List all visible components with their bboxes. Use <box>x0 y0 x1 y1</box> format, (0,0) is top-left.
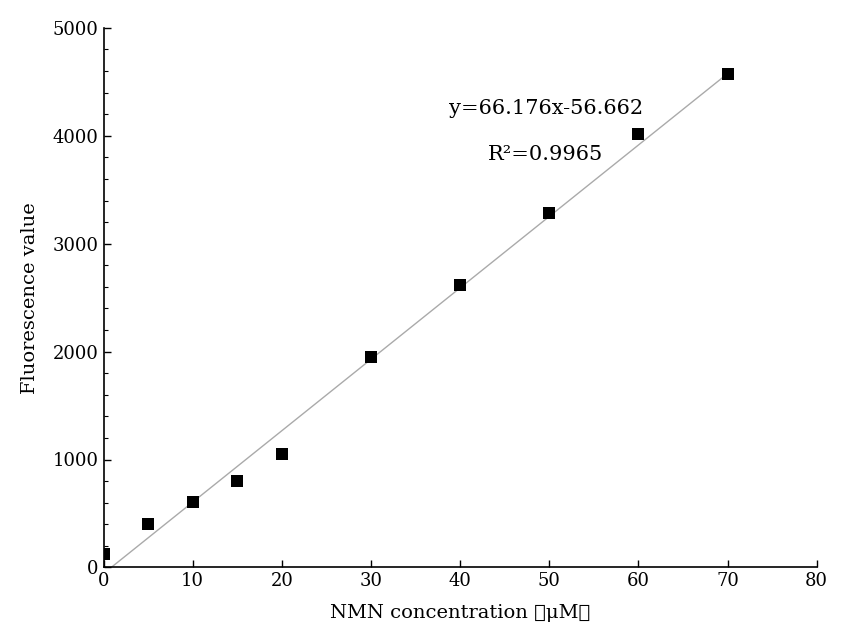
Point <box>632 129 645 139</box>
Point <box>97 549 110 559</box>
Point <box>721 69 734 79</box>
Text: R²=0.9965: R²=0.9965 <box>488 145 604 164</box>
Point <box>364 352 378 362</box>
Point <box>543 208 556 219</box>
X-axis label: NMN concentration （μM）: NMN concentration （μM） <box>330 604 590 622</box>
Text: y=66.176x-56.662: y=66.176x-56.662 <box>448 99 643 118</box>
Y-axis label: Fluorescence value: Fluorescence value <box>21 202 39 394</box>
Point <box>453 280 467 290</box>
Point <box>230 476 244 486</box>
Point <box>275 449 289 459</box>
Point <box>186 496 200 507</box>
Point <box>142 519 155 529</box>
